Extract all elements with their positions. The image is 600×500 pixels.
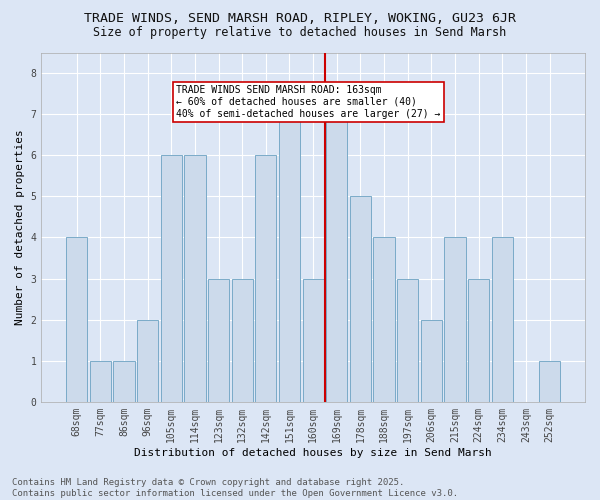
Y-axis label: Number of detached properties: Number of detached properties bbox=[15, 130, 25, 325]
Bar bbox=[208, 278, 229, 402]
Bar bbox=[445, 238, 466, 402]
Bar bbox=[232, 278, 253, 402]
Bar bbox=[468, 278, 490, 402]
Bar bbox=[279, 114, 300, 402]
Bar bbox=[539, 360, 560, 402]
Text: Size of property relative to detached houses in Send Marsh: Size of property relative to detached ho… bbox=[94, 26, 506, 39]
Bar bbox=[397, 278, 418, 402]
Bar bbox=[373, 238, 395, 402]
Text: TRADE WINDS, SEND MARSH ROAD, RIPLEY, WOKING, GU23 6JR: TRADE WINDS, SEND MARSH ROAD, RIPLEY, WO… bbox=[84, 12, 516, 26]
Bar bbox=[492, 238, 513, 402]
Bar bbox=[137, 320, 158, 402]
X-axis label: Distribution of detached houses by size in Send Marsh: Distribution of detached houses by size … bbox=[134, 448, 492, 458]
Bar bbox=[184, 155, 206, 402]
Text: TRADE WINDS SEND MARSH ROAD: 163sqm
← 60% of detached houses are smaller (40)
40: TRADE WINDS SEND MARSH ROAD: 163sqm ← 60… bbox=[176, 86, 440, 118]
Bar bbox=[113, 360, 134, 402]
Text: Contains HM Land Registry data © Crown copyright and database right 2025.
Contai: Contains HM Land Registry data © Crown c… bbox=[12, 478, 458, 498]
Bar bbox=[255, 155, 277, 402]
Bar bbox=[421, 320, 442, 402]
Bar bbox=[89, 360, 111, 402]
Bar bbox=[326, 114, 347, 402]
Bar bbox=[66, 238, 87, 402]
Bar bbox=[302, 278, 324, 402]
Bar bbox=[350, 196, 371, 402]
Bar bbox=[161, 155, 182, 402]
